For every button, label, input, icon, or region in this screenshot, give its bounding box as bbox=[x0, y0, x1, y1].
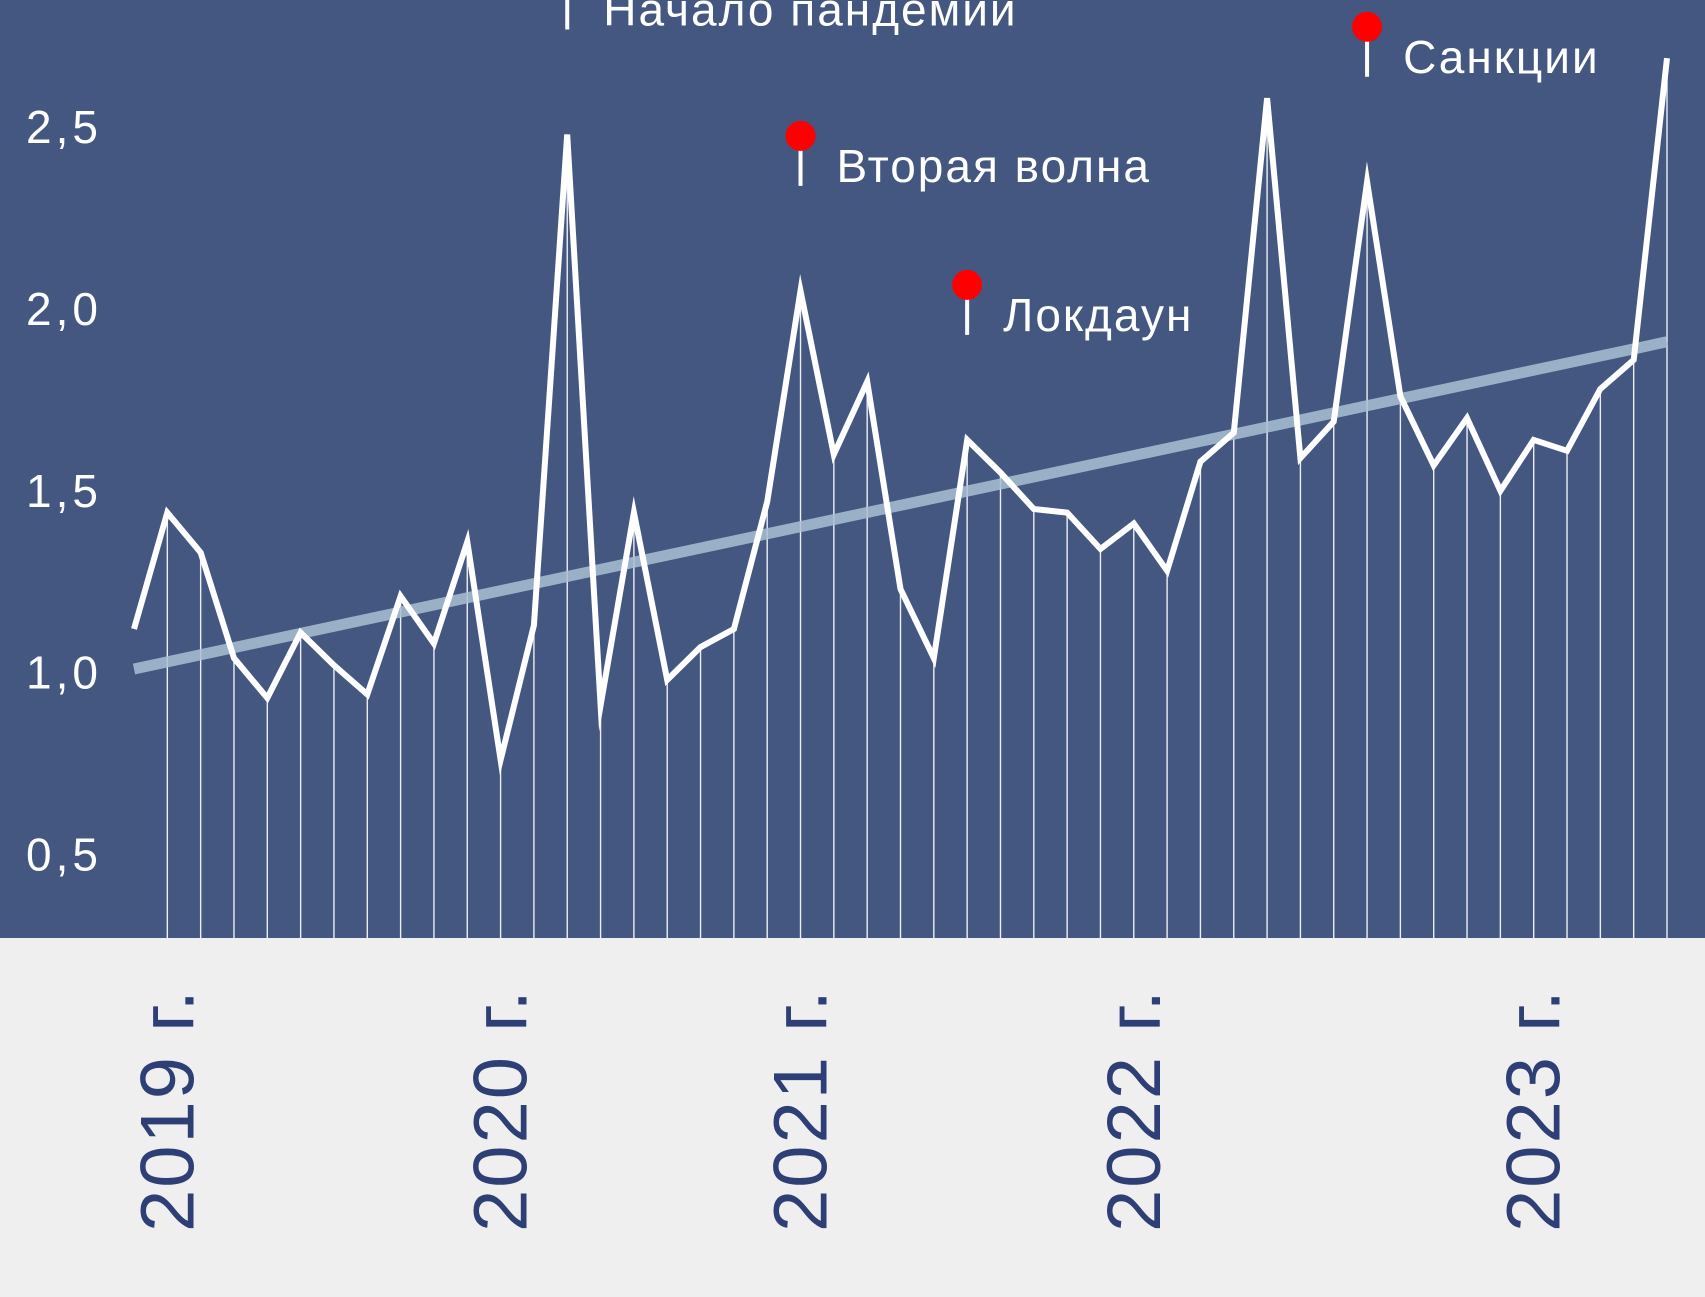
data-point bbox=[1398, 394, 1402, 398]
x-axis: 2019 г. 2020 г. 2021 г. 2022 г. 2023 г. bbox=[125, 988, 1576, 1232]
event-pin-dot bbox=[785, 120, 816, 151]
data-point bbox=[132, 627, 136, 631]
x-tick-label: 2019 г. bbox=[125, 988, 210, 1232]
event-label: Локдаун bbox=[1003, 289, 1193, 341]
x-tick-label: 2020 г. bbox=[459, 988, 544, 1232]
series-line bbox=[131, 57, 1670, 776]
event-pin-dot bbox=[1352, 11, 1383, 42]
y-tick-label: 1,5 bbox=[26, 465, 102, 517]
y-axis: 0,5 1,0 1,5 2,0 2,5 bbox=[26, 101, 102, 880]
data-point bbox=[632, 511, 636, 515]
data-point bbox=[1032, 507, 1036, 511]
data-point bbox=[599, 703, 603, 707]
plot-panel bbox=[0, 0, 1705, 938]
data-point bbox=[1365, 180, 1369, 184]
data-point bbox=[899, 587, 903, 591]
data-point bbox=[1532, 438, 1536, 442]
data-point bbox=[1232, 431, 1236, 435]
data-point bbox=[765, 500, 769, 504]
trend-layer bbox=[132, 336, 1669, 675]
y-tick-label: 2,5 bbox=[26, 101, 102, 153]
data-point bbox=[1332, 420, 1336, 424]
x-tick-label: 2022 г. bbox=[1092, 988, 1177, 1232]
stems-layer bbox=[166, 58, 1668, 938]
data-point bbox=[432, 642, 436, 646]
data-point bbox=[332, 663, 336, 667]
line-layer bbox=[131, 57, 1670, 776]
data-point bbox=[1598, 387, 1602, 391]
data-point bbox=[499, 758, 503, 762]
data-point bbox=[932, 656, 936, 660]
data-point bbox=[365, 692, 369, 696]
data-point bbox=[665, 678, 669, 682]
event-label: Начало пандемии bbox=[603, 0, 1017, 36]
data-point bbox=[832, 452, 836, 456]
event-pin-dot bbox=[952, 269, 983, 300]
data-point bbox=[965, 438, 969, 442]
event-label: Санкции bbox=[1403, 31, 1600, 83]
data-point bbox=[1465, 416, 1469, 420]
data-point bbox=[265, 696, 269, 700]
data-point bbox=[532, 623, 536, 627]
data-point bbox=[1132, 522, 1136, 526]
data-point bbox=[1565, 449, 1569, 453]
data-point bbox=[1498, 489, 1502, 493]
data-point bbox=[465, 540, 469, 544]
data-point bbox=[1432, 463, 1436, 467]
data-point bbox=[232, 656, 236, 660]
data-point bbox=[1665, 56, 1669, 60]
data-point bbox=[1632, 358, 1636, 362]
event-marker: Локдаун bbox=[952, 269, 1193, 341]
y-tick-label: 0,5 bbox=[26, 828, 102, 880]
data-point bbox=[1098, 547, 1102, 551]
event-marker: Санкции bbox=[1352, 11, 1600, 83]
x-tick-label: 2021 г. bbox=[759, 988, 844, 1232]
data-point bbox=[865, 380, 869, 384]
data-point bbox=[165, 511, 169, 515]
data-point bbox=[998, 471, 1002, 475]
data-point bbox=[1198, 460, 1202, 464]
event-marker: Начало пандемии bbox=[565, 0, 1017, 36]
event-marker: Вторая волна bbox=[785, 120, 1151, 192]
y-tick-label: 1,0 bbox=[26, 647, 102, 699]
y-tick-label: 2,0 bbox=[26, 283, 102, 335]
data-point bbox=[1265, 96, 1269, 100]
data-point bbox=[565, 133, 569, 137]
data-point bbox=[299, 631, 303, 635]
data-point bbox=[399, 594, 403, 598]
data-point bbox=[1165, 569, 1169, 573]
data-point bbox=[199, 551, 203, 555]
data-point bbox=[699, 645, 703, 649]
data-point bbox=[1298, 456, 1302, 460]
trend-line bbox=[132, 336, 1669, 675]
x-tick-label: 2023 г. bbox=[1492, 988, 1577, 1232]
data-point bbox=[1065, 511, 1069, 515]
data-point bbox=[799, 289, 803, 293]
data-point bbox=[732, 627, 736, 631]
event-label: Вторая волна bbox=[837, 140, 1151, 192]
